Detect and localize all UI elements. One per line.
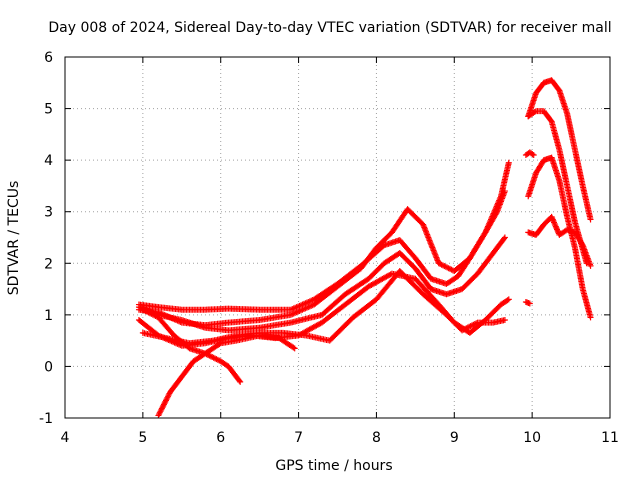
series-track-k bbox=[525, 213, 594, 269]
x-tick-label: 11 bbox=[601, 430, 619, 446]
y-tick-label: 2 bbox=[44, 256, 53, 272]
ticks: 4 5 6 7 8 9 10 11 -1 0 1 2 3 4 5 6 bbox=[39, 50, 619, 446]
series-track-c bbox=[135, 234, 508, 334]
y-tick-label: 3 bbox=[44, 205, 53, 221]
y-axis-label: SDTVAR / TECUs bbox=[6, 181, 22, 296]
y-tick-label: 5 bbox=[44, 102, 53, 118]
x-tick-label: 9 bbox=[450, 430, 459, 446]
series-markers bbox=[135, 234, 508, 334]
y-tick-label: 0 bbox=[44, 359, 53, 375]
series-markers bbox=[525, 154, 594, 321]
series-markers bbox=[135, 159, 512, 329]
series-markers bbox=[522, 149, 537, 158]
x-tick-label: 7 bbox=[294, 430, 303, 446]
x-tick-label: 6 bbox=[216, 430, 225, 446]
data-marks bbox=[135, 77, 594, 419]
plot-frame bbox=[64, 56, 611, 419]
series-track-f bbox=[155, 332, 298, 419]
series-markers bbox=[525, 213, 594, 269]
chart-title: Day 008 of 2024, Sidereal Day-to-day VTE… bbox=[48, 20, 611, 36]
series-track-b bbox=[135, 159, 512, 329]
x-tick-label: 8 bbox=[372, 430, 381, 446]
series-markers bbox=[522, 298, 533, 307]
y-tick-label: 1 bbox=[44, 308, 53, 324]
y-tick-label: 4 bbox=[44, 153, 53, 169]
series-track-l bbox=[522, 149, 537, 158]
x-tick-label: 5 bbox=[138, 430, 147, 446]
series-track-e bbox=[139, 268, 508, 347]
x-tick-label: 10 bbox=[523, 430, 541, 446]
series-track-m bbox=[522, 298, 533, 307]
y-tick-label: 6 bbox=[44, 50, 53, 66]
y-tick-label: -1 bbox=[39, 411, 53, 427]
series-markers bbox=[155, 332, 298, 419]
x-tick-label: 4 bbox=[61, 430, 70, 446]
series-track-j bbox=[525, 154, 594, 321]
series-track-g bbox=[139, 306, 244, 385]
x-axis-label: GPS time / hours bbox=[275, 458, 392, 474]
series-markers bbox=[139, 268, 508, 347]
series-markers bbox=[139, 306, 244, 385]
grid bbox=[65, 57, 610, 418]
